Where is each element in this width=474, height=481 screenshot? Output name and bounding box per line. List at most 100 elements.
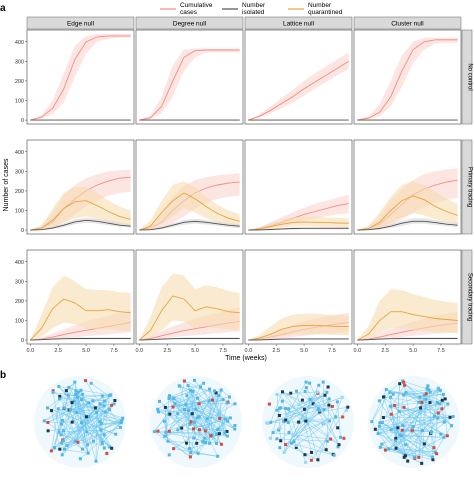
network-node [183, 380, 186, 383]
network-node [430, 430, 433, 433]
network-node [114, 433, 117, 436]
y-axis-label: Number of cases [3, 158, 10, 211]
network-node [316, 390, 319, 393]
network-node [382, 396, 385, 399]
network-node [216, 455, 219, 458]
network-node [202, 382, 205, 385]
network-node [208, 388, 211, 391]
network-node [446, 403, 449, 406]
network-node [198, 428, 201, 431]
y-tick-label: 300 [15, 169, 24, 175]
x-tick-label: 5.0 [191, 348, 199, 354]
network-node [91, 399, 94, 402]
network-node [108, 408, 111, 411]
network-node [119, 426, 122, 429]
network-node [84, 379, 87, 382]
network-node [187, 384, 190, 387]
network-node [233, 424, 236, 427]
network-node [441, 399, 444, 402]
panel [354, 140, 461, 234]
network-node [304, 453, 307, 456]
network-node [324, 394, 327, 397]
network-node [174, 402, 177, 405]
network-node [396, 426, 399, 429]
network-node [398, 410, 401, 413]
network-node [218, 417, 221, 420]
network-node [172, 447, 175, 450]
network-node [295, 444, 298, 447]
network-node [80, 389, 83, 392]
network-node [87, 452, 90, 455]
network-node [213, 389, 216, 392]
network-node [284, 407, 287, 410]
network-node [168, 453, 171, 456]
network-node [92, 440, 95, 443]
network-node [281, 400, 284, 403]
network-node [58, 395, 61, 398]
network-node [336, 426, 339, 429]
network-node [436, 417, 439, 420]
network-node [192, 390, 195, 393]
row-title: Primary tracing [467, 167, 473, 207]
network-node [178, 384, 181, 387]
network-node [192, 427, 195, 430]
network-node [419, 406, 422, 409]
y-tick-label: 200 [15, 79, 24, 85]
network-node [46, 406, 49, 409]
column-title: Edge null [67, 21, 95, 28]
y-tick-label: 100 [15, 99, 24, 105]
network-node [287, 408, 290, 411]
network-node [222, 398, 225, 401]
network-node [95, 460, 98, 463]
column-title: Degree null [173, 21, 207, 28]
network-node [433, 446, 436, 449]
network-node [220, 389, 223, 392]
network-node [310, 451, 313, 454]
network-node [156, 408, 159, 411]
x-tick-label: 0.0 [27, 348, 35, 354]
network-node [380, 443, 383, 446]
network-node [79, 457, 82, 460]
x-tick-label: 0.0 [354, 348, 362, 354]
network-node [420, 401, 423, 404]
network-node [168, 430, 171, 433]
network-node [47, 429, 50, 432]
network-node [304, 461, 307, 464]
x-tick-label: 0.0 [245, 348, 253, 354]
network-node [176, 412, 179, 415]
network-node [58, 397, 61, 400]
network-node [193, 379, 196, 382]
y-tick-label: 100 [15, 209, 24, 215]
network-node [420, 462, 423, 465]
network-node [378, 421, 381, 424]
network-node [334, 415, 337, 418]
network-node [314, 404, 317, 407]
network-node [197, 452, 200, 455]
network-node [393, 404, 396, 407]
network-node [63, 448, 66, 451]
network-node [326, 418, 329, 421]
network-node [444, 397, 447, 400]
network-node [303, 416, 306, 419]
network-node [317, 384, 320, 387]
x-tick-label: 2.5 [163, 348, 171, 354]
column-title: Lattice null [283, 21, 315, 28]
network-node [303, 408, 306, 411]
network-node [67, 394, 70, 397]
y-tick-label: 0 [21, 338, 24, 344]
network-node [87, 401, 90, 404]
network-node [384, 449, 387, 452]
network-node [121, 417, 124, 420]
network-node [50, 449, 53, 452]
panel-frame [354, 30, 461, 124]
network-node [286, 413, 289, 416]
network-node [275, 437, 278, 440]
network-node [394, 439, 397, 442]
network-node [295, 390, 298, 393]
network-node [402, 394, 405, 397]
x-tick-label: 5.0 [82, 348, 90, 354]
network-node [226, 402, 229, 405]
y-tick-label: 200 [15, 189, 24, 195]
panel-a-label: a [0, 3, 6, 14]
